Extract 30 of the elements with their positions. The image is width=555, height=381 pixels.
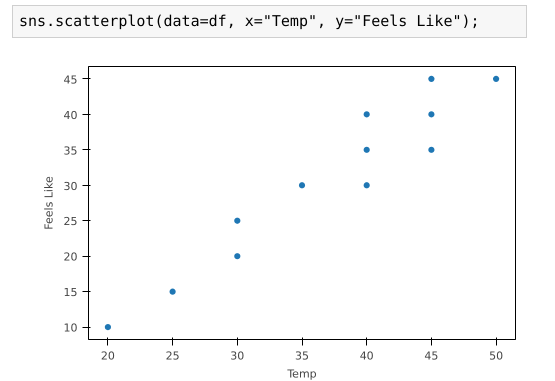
point [104,323,112,331]
point [427,110,436,118]
y-tick-label: 15 [64,286,78,300]
y-tick-label: 25 [64,215,78,228]
point [233,216,242,225]
text: sns.scatterplot(data=df, x="Temp", y="Feels Like"); [12,5,527,38]
x-tick-label: 35 [295,350,309,362]
x-tick-label: 25 [166,350,180,362]
point [427,146,436,154]
point [362,146,371,154]
point [298,181,306,190]
point [427,75,436,83]
point [233,252,242,260]
x-tick-label: 45 [424,350,438,362]
point [362,181,371,190]
point [168,288,177,296]
x-axis-title: Temp [286,368,317,380]
y-tick-label: 35 [64,144,78,158]
point [362,110,371,118]
x-tick-label: 20 [100,350,115,362]
y-tick-label: 30 [64,180,78,193]
y-tick-label: 40 [64,108,78,122]
y-axis-title: Feels Like [42,176,56,230]
y-tick-label: 45 [64,73,78,86]
x-tick-label: 30 [230,350,244,362]
point [492,75,500,83]
y-tick-label: 10 [64,322,78,335]
x-tick-label: 40 [360,350,374,362]
y-tick-label: 20 [64,250,78,264]
x-tick-label: 50 [489,350,504,362]
